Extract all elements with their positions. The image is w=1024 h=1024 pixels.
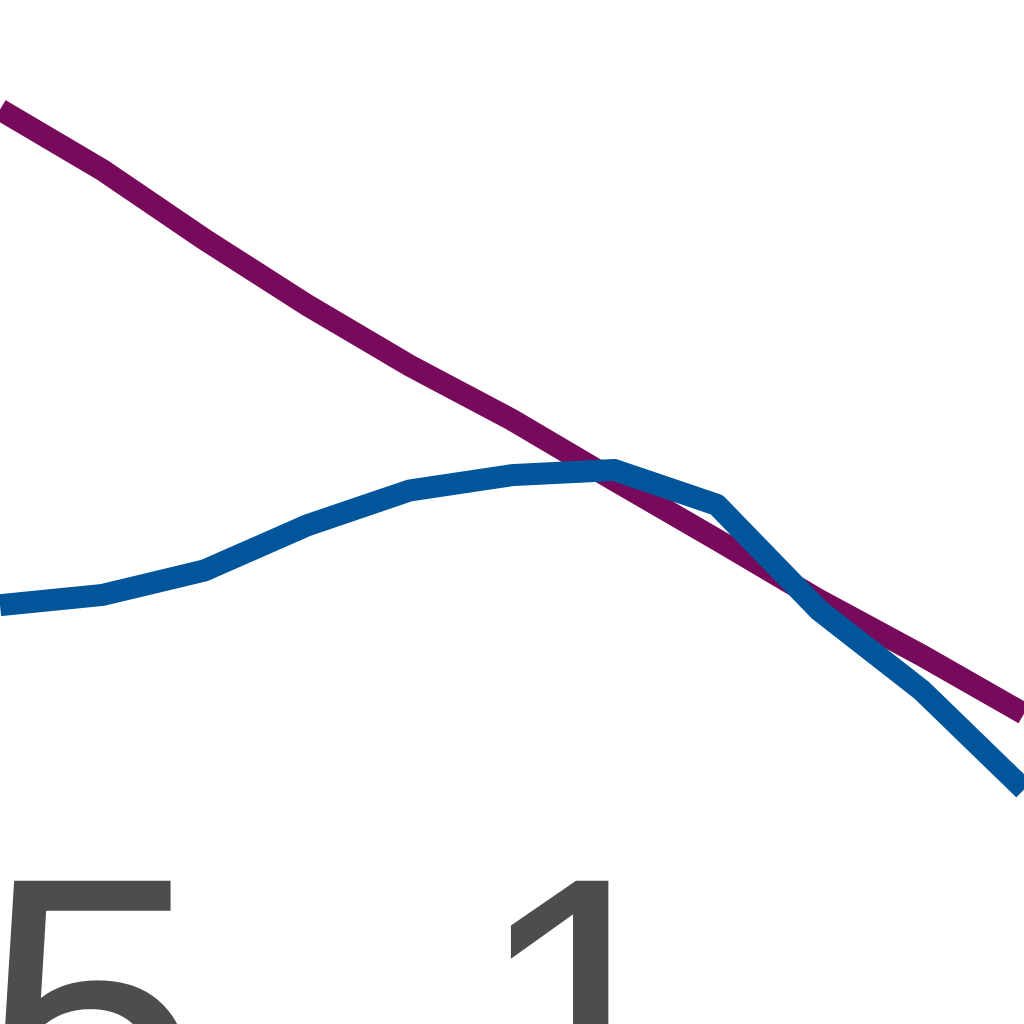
x-tick-label: 5 bbox=[0, 794, 203, 1024]
data-line bbox=[0, 459, 1024, 798]
data-line bbox=[0, 100, 1024, 724]
x-tick-label: 1 bbox=[472, 794, 694, 1024]
